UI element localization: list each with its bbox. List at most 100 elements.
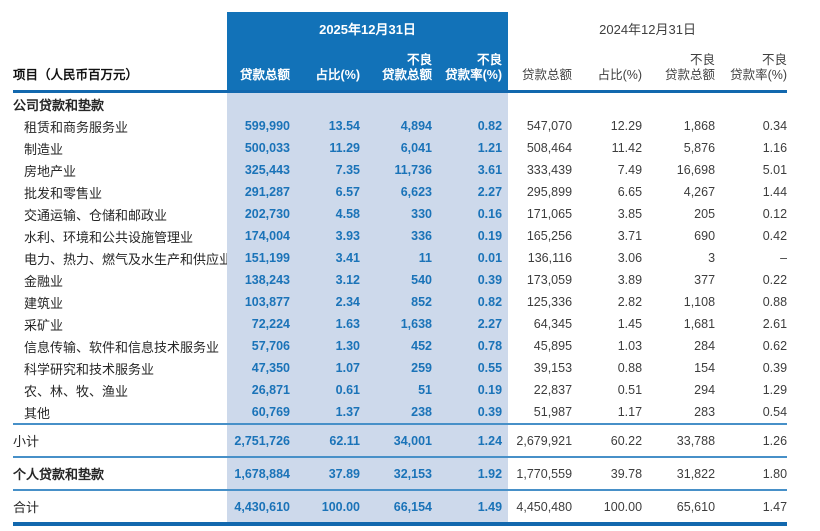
table-row: 农、林、牧、渔业 26,871 0.61 51 0.19 22,837 0.51 294 1.2…: [13, 379, 787, 401]
value-2024: 6.65: [617, 185, 643, 199]
value-2024: 0.22: [762, 273, 788, 287]
row-label: 交通运输、仓储和邮政业: [24, 207, 168, 223]
value-2024: 1.29: [762, 383, 788, 397]
row-label: 房地产业: [24, 163, 77, 179]
row-label: 制造业: [24, 141, 64, 157]
value-2024: 377: [694, 273, 716, 287]
value-2025: 57,706: [227, 335, 290, 357]
value-2025: 60,769: [227, 401, 290, 424]
value-2025: 1.37: [290, 401, 360, 424]
loan-table: 2025年12月31日 2024年12月31日 项目（人民币百万元） 贷款总额 …: [13, 12, 788, 526]
value-2024: [642, 92, 715, 116]
value-2024: 1,681: [683, 317, 716, 331]
value-2024: 33,788: [642, 423, 716, 457]
value-2025: 2.34: [290, 291, 360, 313]
value-2024: 1,108: [683, 295, 716, 309]
value-2025: 325,443: [227, 159, 290, 181]
table-row: 科学研究和技术服务业 47,350 1.07 259 0.55 39,153 0.88 154…: [13, 357, 787, 379]
row-label: 信息传输、软件和信息技术服务业: [24, 339, 220, 355]
row-label: 小计: [13, 423, 227, 457]
value-2025: [290, 91, 360, 115]
value-2025: 0.19: [432, 379, 509, 401]
value-2024: 173,059: [526, 273, 573, 287]
row-label: 采矿业: [24, 317, 64, 333]
col-header-2025-npl-rate: 不良 贷款率(%): [432, 44, 509, 93]
value-2025: 0.39: [432, 269, 509, 291]
value-2025: 6,623: [360, 181, 432, 203]
value-2024: 284: [694, 339, 716, 353]
value-2024: 0.51: [617, 383, 643, 397]
col-header-2024-loan-total: 贷款总额: [508, 44, 573, 93]
value-2025: 6.57: [290, 181, 360, 203]
value-2024: 3: [708, 251, 716, 265]
table-row: 合计 4,430,610 100.00 66,154 1.49 4,450,480 100.…: [13, 489, 788, 526]
value-2024: 60.22: [572, 423, 643, 457]
value-2025: 1,638: [360, 313, 432, 335]
value-2025: 34,001: [360, 423, 432, 457]
value-2025: 202,730: [227, 203, 290, 225]
value-2025: 4,894: [360, 115, 432, 137]
table-row: 其他 60,769 1.37 238 0.39 51,987 1.17 283 0.54: [13, 401, 787, 424]
value-2024: 65,610: [642, 489, 716, 526]
value-2024: 205: [694, 207, 716, 221]
value-2025: 540: [360, 269, 432, 291]
value-2025: 0.78: [432, 335, 509, 357]
value-2025: 2,751,726: [227, 423, 290, 457]
table-row: 租赁和商务服务业 599,990 13.54 4,894 0.82 547,070 12.2…: [13, 115, 787, 137]
value-2025: 37.89: [290, 456, 360, 490]
value-2025: 1.63: [290, 313, 360, 335]
value-2024: 5.01: [762, 163, 788, 177]
value-2024: 12.29: [610, 119, 643, 133]
value-2024: 5,876: [683, 141, 716, 155]
value-2025: 13.54: [290, 115, 360, 137]
value-2024: 171,065: [526, 207, 573, 221]
value-2024: 1.03: [617, 339, 643, 353]
value-2025: 6,041: [360, 137, 432, 159]
value-2024: 3.06: [617, 251, 643, 265]
value-2025: 51: [360, 379, 432, 401]
value-2025: 100.00: [290, 489, 360, 526]
value-2025: 26,871: [227, 379, 290, 401]
table-row: 电力、热力、燃气及水生产和供应业 151,199 3.41 11 0.01 136,116…: [13, 247, 787, 269]
value-2025: 62.11: [290, 423, 360, 457]
value-2024: 11.42: [611, 141, 643, 155]
value-2025: 32,153: [360, 456, 432, 490]
period-2024-header: 2024年12月31日: [599, 21, 696, 37]
value-2025: 238: [360, 401, 432, 424]
value-2025: 0.61: [290, 379, 360, 401]
value-2024: 0.88: [617, 361, 643, 375]
value-2025: 7.35: [290, 159, 360, 181]
value-2024: 4,267: [683, 185, 716, 199]
value-2025: 4,430,610: [227, 489, 290, 526]
value-2024: 0.88: [762, 295, 788, 309]
value-2025: 500,033: [227, 137, 290, 159]
value-2025: 103,877: [227, 291, 290, 313]
value-2025: 336: [360, 225, 432, 247]
value-2024: 295,899: [526, 185, 573, 199]
value-2024: 22,837: [533, 383, 573, 397]
value-2024: [508, 92, 572, 116]
value-2024: 2.61: [762, 317, 788, 331]
value-2025: 1.30: [290, 335, 360, 357]
value-2025: 47,350: [227, 357, 290, 379]
col-header-2025-loan-total: 贷款总额: [227, 44, 290, 93]
value-2024: 508,464: [526, 141, 573, 155]
row-label: 合计: [13, 489, 227, 526]
table-row: 个人贷款和垫款 1,678,884 37.89 32,153 1.92 1,770,559…: [13, 456, 788, 490]
value-2025: 599,990: [227, 115, 290, 137]
value-2024: 0.62: [762, 339, 788, 353]
value-2024: 136,116: [527, 251, 573, 265]
value-2024: 1.45: [617, 317, 643, 331]
value-2024: 0.54: [762, 405, 788, 419]
value-2025: 452: [360, 335, 432, 357]
value-2024: 4,450,480: [508, 489, 573, 526]
value-2024: 45,895: [533, 339, 573, 353]
value-2024: [715, 92, 787, 116]
value-2024: 154: [694, 361, 716, 375]
value-2025: 4.58: [290, 203, 360, 225]
value-2024: 39,153: [533, 361, 573, 375]
value-2024: 100.00: [572, 489, 643, 526]
value-2024: 0.12: [762, 207, 788, 221]
table-row: 金融业 138,243 3.12 540 0.39 173,059 3.89 377 0.22: [13, 269, 787, 291]
value-2024: 1.16: [762, 141, 788, 155]
